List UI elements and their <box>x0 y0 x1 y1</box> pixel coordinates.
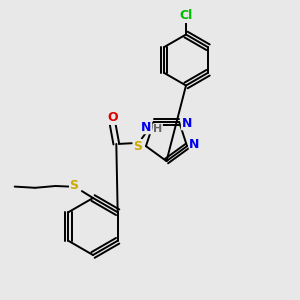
Text: O: O <box>107 111 118 124</box>
Text: Cl: Cl <box>179 9 193 22</box>
Text: N: N <box>141 121 152 134</box>
Text: N: N <box>182 117 192 130</box>
Text: H: H <box>153 124 162 134</box>
Text: S: S <box>133 140 142 153</box>
Text: N: N <box>189 139 200 152</box>
Text: S: S <box>70 179 79 192</box>
